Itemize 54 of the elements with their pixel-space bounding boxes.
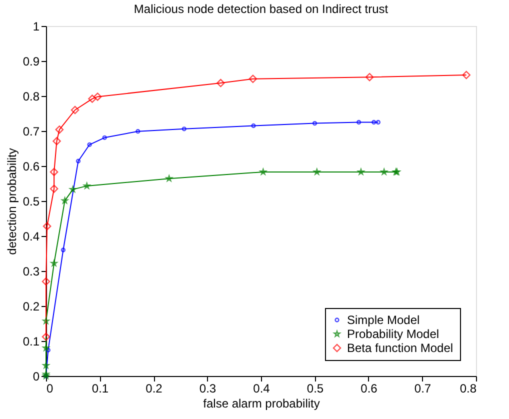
y-tick-label: 0.9	[22, 54, 40, 68]
y-tick-label: 0.6	[22, 160, 40, 174]
legend-label: Simple Model	[347, 313, 420, 327]
x-tick-label: 0.4	[253, 382, 270, 396]
point	[93, 92, 102, 101]
point	[70, 106, 80, 114]
point	[248, 74, 258, 83]
point	[462, 70, 470, 80]
chart-title: Malicious node detection based on Indirect trust	[134, 2, 389, 16]
x-tick-label: 0.6	[360, 382, 378, 396]
point	[42, 332, 50, 341]
point	[182, 126, 186, 132]
point	[42, 222, 52, 230]
point	[166, 175, 172, 182]
x-tick-label: 0.1	[92, 382, 109, 396]
x-tick-label: 0.5	[306, 382, 324, 396]
y-axis-title: detection probability	[4, 148, 19, 255]
point	[365, 72, 374, 82]
x-tick-label: 0.8	[460, 382, 477, 396]
x-tick-label: 0.3	[199, 382, 216, 396]
y-tick-label: 0.3	[22, 264, 40, 278]
point	[76, 158, 81, 164]
point	[356, 120, 362, 125]
point	[216, 78, 225, 88]
y-tick-label: 0	[32, 370, 40, 384]
y-tick-label: 0.1	[22, 334, 40, 348]
legend-label: Probability Model	[347, 327, 440, 341]
point	[50, 260, 58, 266]
point	[50, 184, 58, 193]
y-tick-label: 0.7	[22, 124, 40, 138]
point	[136, 129, 140, 134]
point	[42, 344, 50, 351]
x-tick-label: 0.2	[146, 382, 163, 396]
x-tick-label: 0.7	[414, 382, 432, 396]
y-tick-label: 1	[32, 20, 40, 34]
point	[60, 248, 66, 252]
y-tick-label: 0.4	[22, 230, 40, 244]
point	[50, 168, 58, 176]
x-tick-label: 0	[46, 382, 54, 396]
point	[55, 125, 64, 134]
point	[102, 135, 107, 140]
legend-label: Beta function Model	[347, 341, 454, 355]
point	[251, 123, 256, 128]
y-tick-label: 0.5	[22, 194, 40, 208]
point	[88, 94, 96, 103]
point	[52, 137, 61, 146]
point	[42, 362, 50, 368]
point	[87, 142, 92, 147]
x-axis-title: false alarm probability	[203, 396, 320, 410]
y-tick-label: 0.8	[22, 90, 40, 104]
point	[312, 120, 318, 126]
y-tick-label: 0.2	[22, 300, 40, 314]
point	[42, 318, 50, 324]
point	[42, 277, 50, 286]
